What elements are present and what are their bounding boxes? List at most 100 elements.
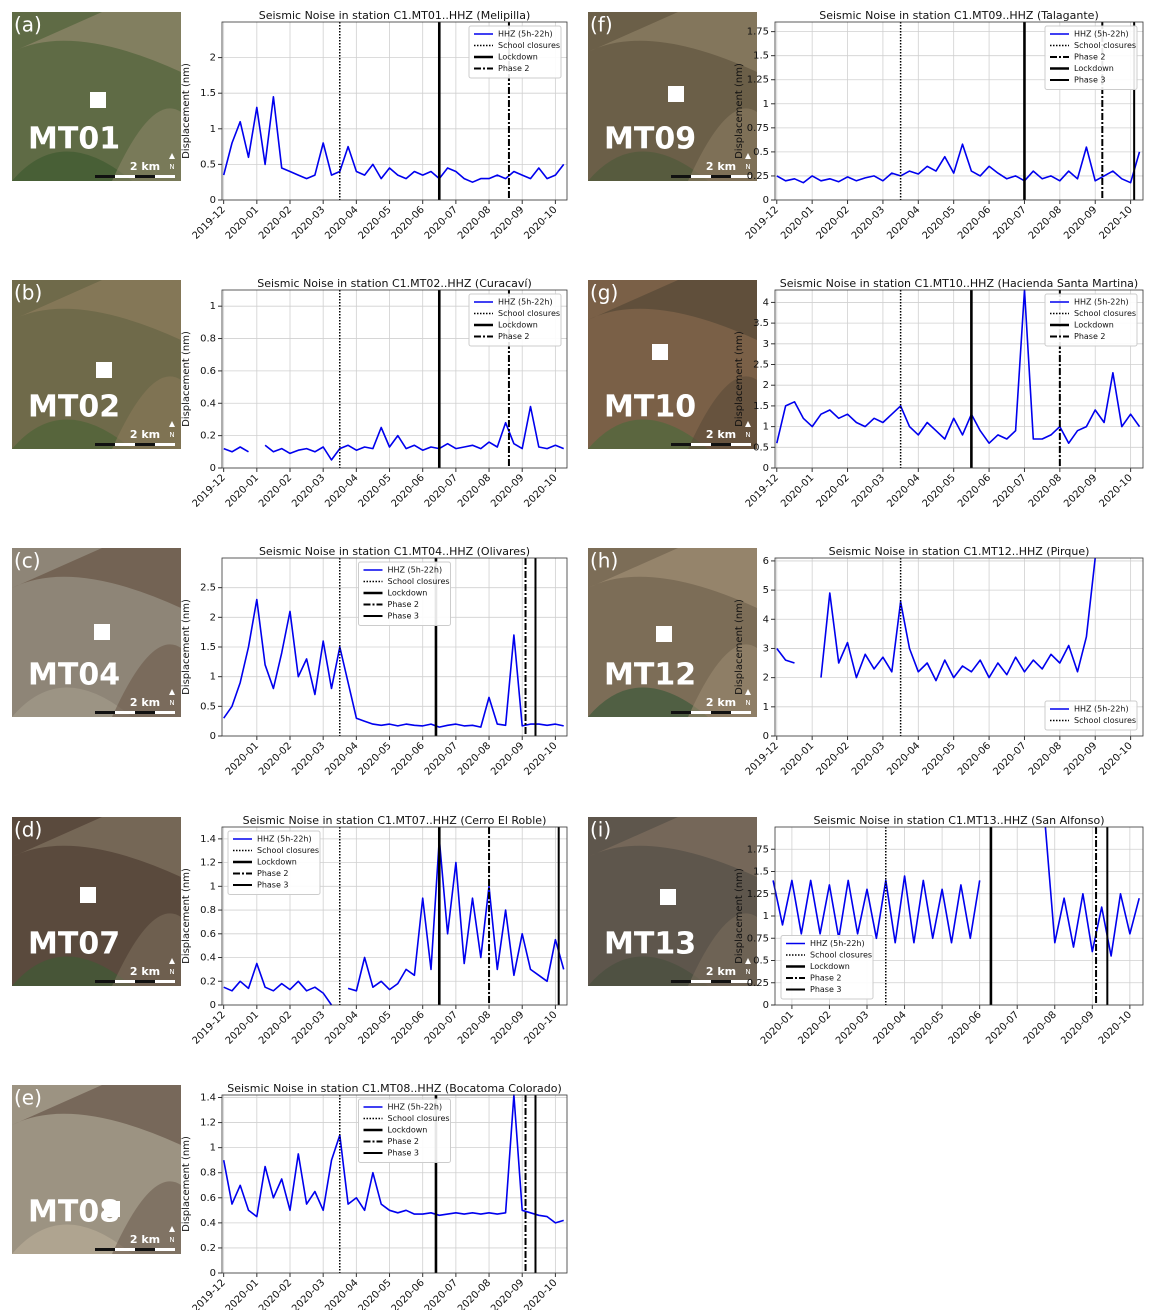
terrain xyxy=(12,817,181,877)
x-tick-label: 2020-02 xyxy=(814,740,851,777)
x-tick-label: 2020-10 xyxy=(1097,1009,1134,1046)
y-tick-label: 2.5 xyxy=(200,583,216,594)
legend-label: Lockdown xyxy=(498,53,538,62)
y-tick-label: 0.4 xyxy=(200,398,216,409)
y-tick-label: 0.75 xyxy=(747,933,769,944)
plot-frame xyxy=(221,289,568,469)
x-tick-label: 2020-02 xyxy=(257,204,294,241)
legend-label: Phase 2 xyxy=(1074,332,1106,341)
y-tick-label: 0 xyxy=(763,195,769,206)
scale-bar xyxy=(711,980,731,983)
x-tick-label: 2020-03 xyxy=(290,1009,327,1046)
x-tick-label: 2020-08 xyxy=(456,472,493,509)
x-tick-label: 2020-10 xyxy=(1098,472,1135,509)
station-label: MT08 xyxy=(28,1195,120,1230)
y-tick-label: 1 xyxy=(210,672,216,683)
x-tick-label: 2020-08 xyxy=(1027,472,1064,509)
y-tick-label: 0.2 xyxy=(200,976,216,987)
y-tick-label: 0.2 xyxy=(200,431,216,442)
legend-label: Lockdown xyxy=(1074,64,1114,73)
x-tick-label: 2020-03 xyxy=(290,472,327,509)
chart-title: Seismic Noise in station C1.MT08..HHZ (B… xyxy=(227,1082,562,1095)
data-line xyxy=(222,96,565,183)
terrain xyxy=(112,913,181,986)
x-tick-label: 2019-12 xyxy=(191,1277,228,1310)
x-tick-label: 2020-07 xyxy=(423,1009,460,1046)
x-tick-label: 2020-02 xyxy=(257,472,294,509)
plot-frame xyxy=(774,826,1144,1006)
y-tick-label: 0.8 xyxy=(200,1168,216,1179)
x-tick-label: 2020-02 xyxy=(814,472,851,509)
scale-bar xyxy=(115,980,135,983)
terrain xyxy=(12,12,181,72)
y-tick-label: 0 xyxy=(763,731,769,742)
y-axis-label: Displacement (nm) xyxy=(181,63,192,159)
plot-frame xyxy=(221,21,568,201)
x-tick-label: 2020-04 xyxy=(323,1277,360,1310)
plot-frame xyxy=(774,289,1144,469)
y-tick-label: 1.5 xyxy=(753,51,769,62)
station-marker xyxy=(660,889,676,905)
scale-bar xyxy=(671,175,691,178)
x-tick-label: 2020-09 xyxy=(1062,472,1099,509)
legend-box xyxy=(468,25,562,79)
scale-bar xyxy=(155,711,175,714)
x-tick-label: 2020-09 xyxy=(1062,204,1099,241)
station-marker xyxy=(94,624,110,640)
legend-label: HHZ (5h-22h) xyxy=(1074,30,1129,39)
y-tick-label: 0.5 xyxy=(753,147,769,158)
station-label: MT10 xyxy=(604,390,696,425)
x-tick-label: 2020-01 xyxy=(224,740,261,777)
y-tick-label: 1.5 xyxy=(753,401,769,412)
y-tick-label: 2 xyxy=(763,380,769,391)
panel-label: (g) xyxy=(590,281,618,305)
scale-bar xyxy=(155,980,175,983)
y-tick-label: 1 xyxy=(763,422,769,433)
y-tick-label: 0 xyxy=(210,731,216,742)
x-tick-label: 2020-08 xyxy=(1022,1009,1059,1046)
plot-frame xyxy=(774,557,1144,737)
scale-bar xyxy=(731,980,751,983)
chart-title: Seismic Noise in station C1.MT10..HHZ (H… xyxy=(780,277,1138,290)
north-arrow xyxy=(169,958,175,964)
scale-bar xyxy=(155,443,175,446)
scale-bar xyxy=(691,443,711,446)
north-label: N xyxy=(169,163,174,171)
x-tick-label: 2020-10 xyxy=(522,204,559,241)
x-tick-label: 2020-07 xyxy=(991,740,1028,777)
y-tick-label: 4 xyxy=(763,614,769,625)
x-tick-label: 2020-10 xyxy=(522,740,559,777)
y-tick-label: 1 xyxy=(763,702,769,713)
station-label: MT09 xyxy=(604,122,696,157)
terrain xyxy=(688,644,757,717)
terrain xyxy=(12,419,132,449)
north-label: N xyxy=(745,968,750,976)
north-arrow xyxy=(745,421,751,427)
x-tick-label: 2020-02 xyxy=(257,1009,294,1046)
station-marker xyxy=(656,626,672,642)
north-arrow xyxy=(745,689,751,695)
y-tick-label: 3 xyxy=(763,339,769,350)
y-tick-label: 0.6 xyxy=(200,1193,216,1204)
y-tick-label: 0 xyxy=(210,195,216,206)
panel-label: (i) xyxy=(590,818,611,842)
y-axis-label: Displacement (nm) xyxy=(181,868,192,964)
y-axis-label: Displacement (nm) xyxy=(734,868,745,964)
scale-bar xyxy=(711,711,731,714)
y-tick-label: 2.5 xyxy=(753,360,769,371)
station-marker xyxy=(652,344,668,360)
y-tick-label: 1 xyxy=(210,1143,216,1154)
scale-bar xyxy=(135,980,155,983)
legend-label: HHZ (5h-22h) xyxy=(810,939,865,948)
chart-title: Seismic Noise in station C1.MT09..HHZ (T… xyxy=(819,9,1099,22)
y-axis-label: Displacement (nm) xyxy=(734,331,745,427)
x-tick-label: 2020-05 xyxy=(356,472,393,509)
x-tick-label: 2020-06 xyxy=(390,1277,427,1310)
north-label: N xyxy=(745,699,750,707)
y-tick-label: 1.5 xyxy=(200,642,216,653)
scale-bar xyxy=(731,711,751,714)
x-tick-label: 2020-01 xyxy=(779,472,816,509)
chart-title: Seismic Noise in station C1.MT01..HHZ (M… xyxy=(259,9,531,22)
y-tick-label: 1.4 xyxy=(200,1093,216,1104)
y-tick-label: 1.25 xyxy=(747,75,769,86)
